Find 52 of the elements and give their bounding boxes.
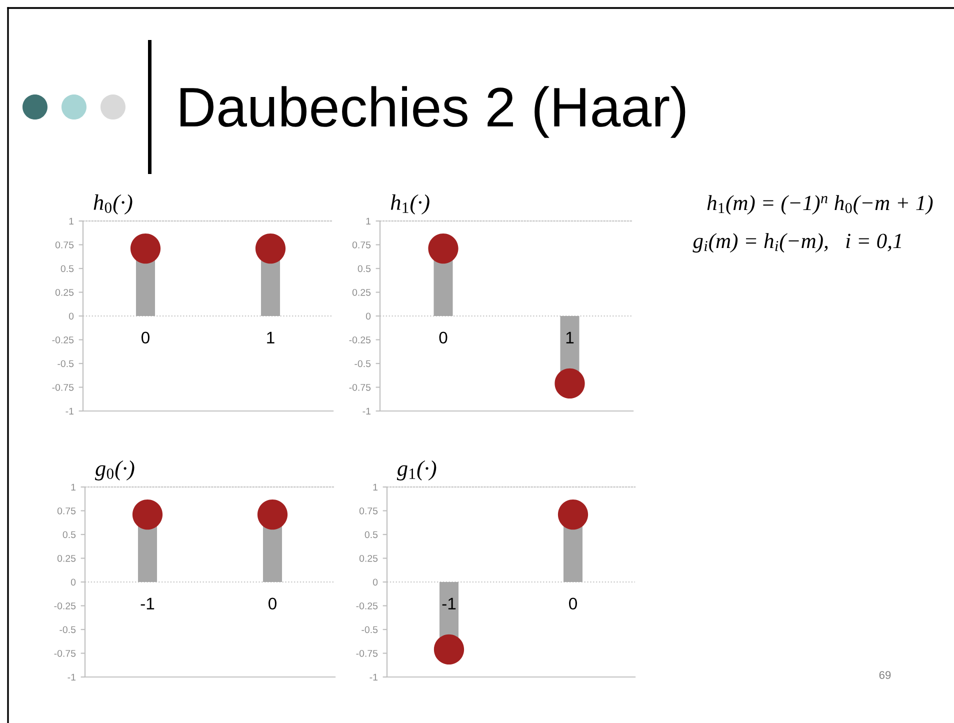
y-tick-label: 0.75 bbox=[359, 507, 378, 514]
x-tick-label: 0 bbox=[569, 598, 577, 610]
y-tick-label: 0.5 bbox=[364, 531, 378, 538]
y-tick-label: 0.25 bbox=[55, 288, 74, 296]
y-tick-label: -0.25 bbox=[356, 602, 378, 610]
y-tick-label: 0 bbox=[372, 578, 378, 586]
y-tick-label: 0.25 bbox=[352, 288, 371, 296]
y-tick-label: 1 bbox=[69, 218, 74, 225]
y-tick-label: 0 bbox=[68, 312, 74, 320]
text: Daubechies 2 (Haar) bbox=[180, 86, 686, 138]
y-tick-label: -0.5 bbox=[60, 626, 76, 634]
y-tick-label: -0.5 bbox=[58, 360, 74, 368]
y-tick-label: -1 bbox=[66, 408, 74, 415]
y-tick-label: -0.25 bbox=[349, 336, 371, 344]
y-tick-label: 0.75 bbox=[57, 507, 76, 514]
text: g$_{i}$(m) = h$_{i}$(−m), i = 0,1 bbox=[692, 233, 901, 253]
y-tick-label: 1 bbox=[373, 484, 378, 491]
x-tick-label: 1 bbox=[267, 332, 274, 344]
y-tick-label: -0.25 bbox=[54, 602, 76, 610]
y-tick-label: 0.75 bbox=[352, 241, 371, 248]
y-tick-label: 0 bbox=[70, 578, 76, 586]
x-tick-label: 1 bbox=[566, 332, 574, 344]
text: 69 bbox=[879, 671, 891, 679]
y-tick-label: -0.25 bbox=[52, 336, 74, 344]
chart-title: g$_{0}$(·) bbox=[95, 460, 134, 480]
y-tick-label: 0.5 bbox=[60, 265, 74, 272]
y-tick-label: -0.5 bbox=[362, 626, 378, 634]
x-tick-label: 0 bbox=[142, 332, 150, 344]
y-tick-label: -1 bbox=[68, 674, 76, 681]
x-tick-label: -1 bbox=[140, 598, 154, 610]
text: h$_{1}$(m) = (−1)$^{n}$ h$_{0}$(−m + 1) bbox=[707, 195, 933, 215]
y-tick-label: 0.5 bbox=[358, 265, 371, 272]
x-tick-label: 0 bbox=[439, 332, 448, 344]
x-tick-label: -1 bbox=[442, 598, 456, 610]
y-tick-label: -1 bbox=[370, 674, 378, 681]
y-tick-label: -0.5 bbox=[354, 360, 371, 368]
y-tick-label: 0.5 bbox=[62, 531, 76, 538]
y-tick-label: 1 bbox=[366, 218, 370, 225]
y-tick-label: -0.75 bbox=[349, 384, 371, 391]
y-tick-label: 0 bbox=[366, 312, 371, 320]
y-tick-label: 0.75 bbox=[55, 241, 74, 248]
chart-title: h$_{0}$(·) bbox=[94, 194, 132, 214]
y-tick-label: -0.75 bbox=[54, 650, 76, 657]
y-tick-label: 0.25 bbox=[359, 554, 378, 562]
y-tick-label: 1 bbox=[71, 484, 76, 491]
chart-title: h$_{1}$(·) bbox=[390, 194, 430, 214]
y-tick-label: -0.75 bbox=[52, 384, 74, 391]
y-tick-label: -1 bbox=[362, 408, 370, 415]
y-tick-label: -0.75 bbox=[356, 650, 378, 657]
chart-title: g$_{1}$(·) bbox=[396, 460, 436, 480]
y-tick-label: 0.25 bbox=[57, 554, 76, 562]
x-tick-label: 0 bbox=[268, 598, 276, 610]
